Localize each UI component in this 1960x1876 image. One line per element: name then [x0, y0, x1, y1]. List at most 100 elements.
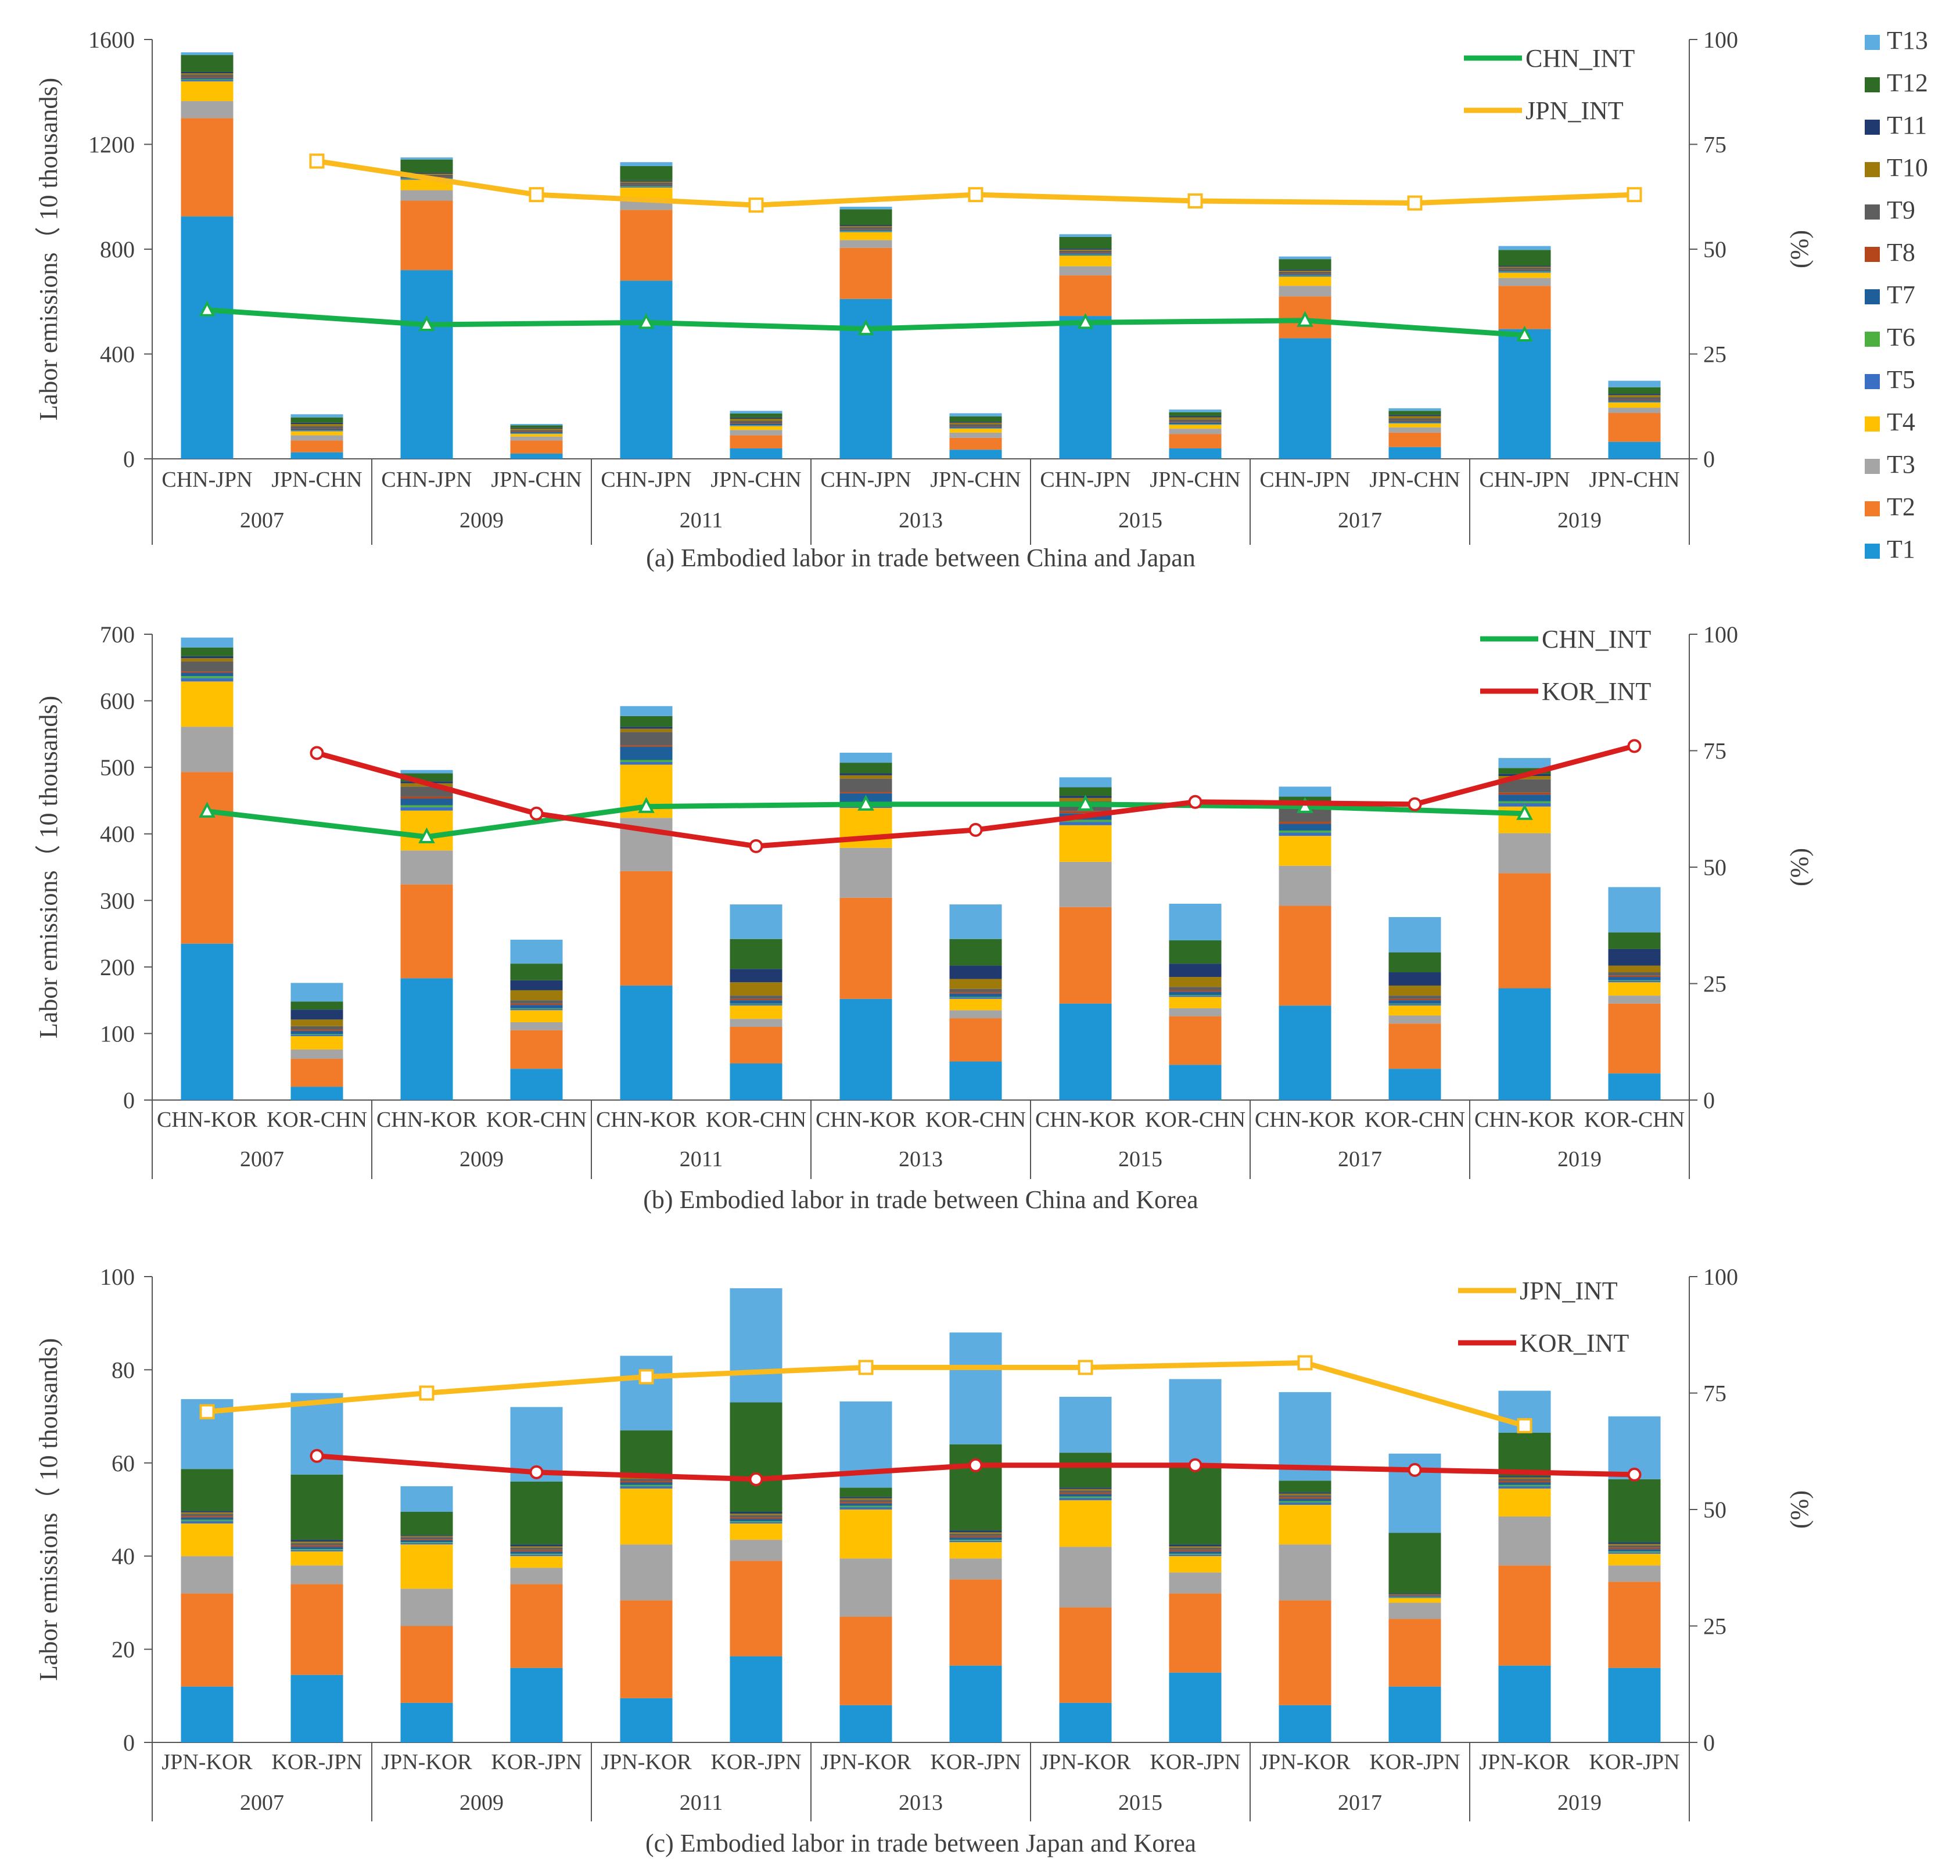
bar-segment-t6: [1388, 1597, 1441, 1598]
bar-segment-t2: [290, 1058, 343, 1087]
marker-jpn_int: [309, 153, 325, 169]
bar-segment-t2: [1279, 1600, 1331, 1705]
bar-segment-t10: [839, 775, 892, 779]
marker-kor_int: [749, 839, 763, 853]
legend-label-t3: T3: [1887, 450, 1915, 479]
marker-chn_int: [638, 797, 655, 813]
y2-tick-label: 0: [1703, 1087, 1715, 1113]
bar-segment-t12: [1608, 387, 1661, 394]
bar-segment-t2: [1169, 1016, 1222, 1065]
bar-segment-t9: [1388, 418, 1441, 421]
bar-segment-t6: [400, 805, 453, 807]
bar-segment-t11: [1388, 415, 1441, 416]
marker-jpn_int: [529, 187, 544, 203]
category-label: JPN-CHN: [491, 468, 581, 492]
y-tick-label: 1600: [88, 27, 135, 53]
bar-segment-t12: [949, 939, 1002, 966]
bar-segment-t10: [400, 174, 453, 175]
bar-segment-t2: [730, 1026, 782, 1063]
bar-segment-t4: [1388, 1005, 1441, 1016]
bar-segment-t11: [839, 1497, 892, 1498]
bar-segment-t3: [730, 430, 782, 436]
legend-swatch-t2: [1865, 501, 1880, 516]
bar-segment-t2: [510, 440, 563, 454]
bar-segment-t1: [1279, 1005, 1331, 1100]
category-label: CHN-KOR: [816, 1108, 917, 1132]
bar-segment-t5: [181, 80, 234, 82]
bar-segment-t9: [1169, 419, 1222, 422]
bar-segment-t6: [1059, 254, 1112, 255]
legend-swatch-t10: [1865, 162, 1880, 177]
category-label: JPN-CHN: [710, 468, 801, 492]
bar-segment-t2: [730, 1561, 782, 1656]
year-label: 2011: [680, 1791, 723, 1815]
bar-segment-t5: [1169, 424, 1222, 425]
bar-segment-t2: [1279, 905, 1331, 1006]
bar-segment-t3: [1279, 865, 1331, 906]
bar-segment-t4: [1169, 425, 1222, 429]
bar-segment-t6: [400, 1542, 453, 1543]
bar-segment-t12: [1059, 787, 1112, 796]
bar-segment-t4: [949, 998, 1002, 1011]
bar-segment-t1: [1169, 448, 1222, 459]
bar-segment-t2: [1608, 413, 1661, 442]
marker-chn_int: [418, 827, 435, 843]
bar-segment-t6: [1498, 271, 1551, 272]
bar-segment-t9: [1279, 808, 1331, 822]
bar-segment-t11: [510, 980, 563, 990]
bar-segment-t8: [400, 1539, 453, 1540]
bar-segment-t12: [510, 964, 563, 980]
bar-segment-t10: [181, 73, 234, 75]
year-label: 2017: [1338, 508, 1382, 533]
bar-segment-t8: [1388, 998, 1441, 1001]
bar-segment-t2: [181, 118, 234, 217]
bar-segment-t13: [1169, 1379, 1222, 1465]
bar-segment-t2: [1608, 1003, 1661, 1074]
bar-segment-t6: [181, 1519, 234, 1522]
bar-segment-t9: [181, 1514, 234, 1516]
bar-segment-t11: [290, 1540, 343, 1542]
bar-segment-t9: [730, 995, 782, 999]
bar-segment-t1: [730, 1063, 782, 1100]
legend-label-kor_int: KOR_INT: [1542, 677, 1651, 706]
y-tick-label: 800: [100, 236, 135, 263]
bar-segment-t6: [949, 1540, 1002, 1541]
bar-segment-t9: [1498, 1479, 1551, 1482]
bar-segment-t3: [510, 1568, 563, 1584]
bar-segment-t4: [620, 187, 673, 200]
category-label: KOR-JPN: [1150, 1750, 1240, 1774]
bar-segment-t1: [730, 1656, 782, 1742]
bar-segment-t10: [1608, 1544, 1661, 1546]
category-label: CHN-KOR: [376, 1108, 478, 1132]
y2-axis-title: (%): [1785, 848, 1814, 886]
bar-segment-t8: [181, 1516, 234, 1518]
bar-segment-t12: [839, 763, 892, 774]
bar-segment-t9: [620, 1479, 673, 1482]
bar-segment-t2: [839, 897, 892, 999]
legend-label-t13: T13: [1887, 26, 1928, 55]
bar-segment-t7: [949, 1537, 1002, 1540]
year-label: 2007: [240, 1147, 284, 1171]
bar-segment-t7: [620, 746, 673, 760]
bar-segment-t10: [620, 728, 673, 732]
bar-segment-t10: [1388, 985, 1441, 996]
bar-segment-t7: [1279, 824, 1331, 831]
bar-segment-t10: [510, 990, 563, 1001]
bar-segment-t7: [400, 798, 453, 806]
marker-jpn_int: [1407, 195, 1423, 211]
legend-label-t5: T5: [1887, 365, 1915, 394]
panel-b: 0 100 200 300 400 500 600 700 0 25 50 75 100 Labor em…: [34, 621, 1814, 1214]
category-label: CHN-JPN: [1259, 468, 1350, 492]
bar-segment-t7: [1498, 1482, 1551, 1485]
bar-segment-t2: [620, 210, 673, 281]
panel-caption: (b) Embodied labor in trade between Chin…: [643, 1185, 1198, 1214]
year-label: 2017: [1338, 1147, 1382, 1171]
marker-kor_int: [1408, 797, 1422, 811]
bar-segment-t1: [1388, 1069, 1441, 1100]
bar-segment-t4: [1169, 1556, 1222, 1573]
marker-kor_int: [1188, 795, 1202, 809]
marker-chn_int: [199, 802, 216, 818]
bar-segment-t9: [839, 1500, 892, 1503]
legend-label-kor_int: KOR_INT: [1520, 1329, 1629, 1357]
bar-segment-t10: [839, 226, 892, 228]
